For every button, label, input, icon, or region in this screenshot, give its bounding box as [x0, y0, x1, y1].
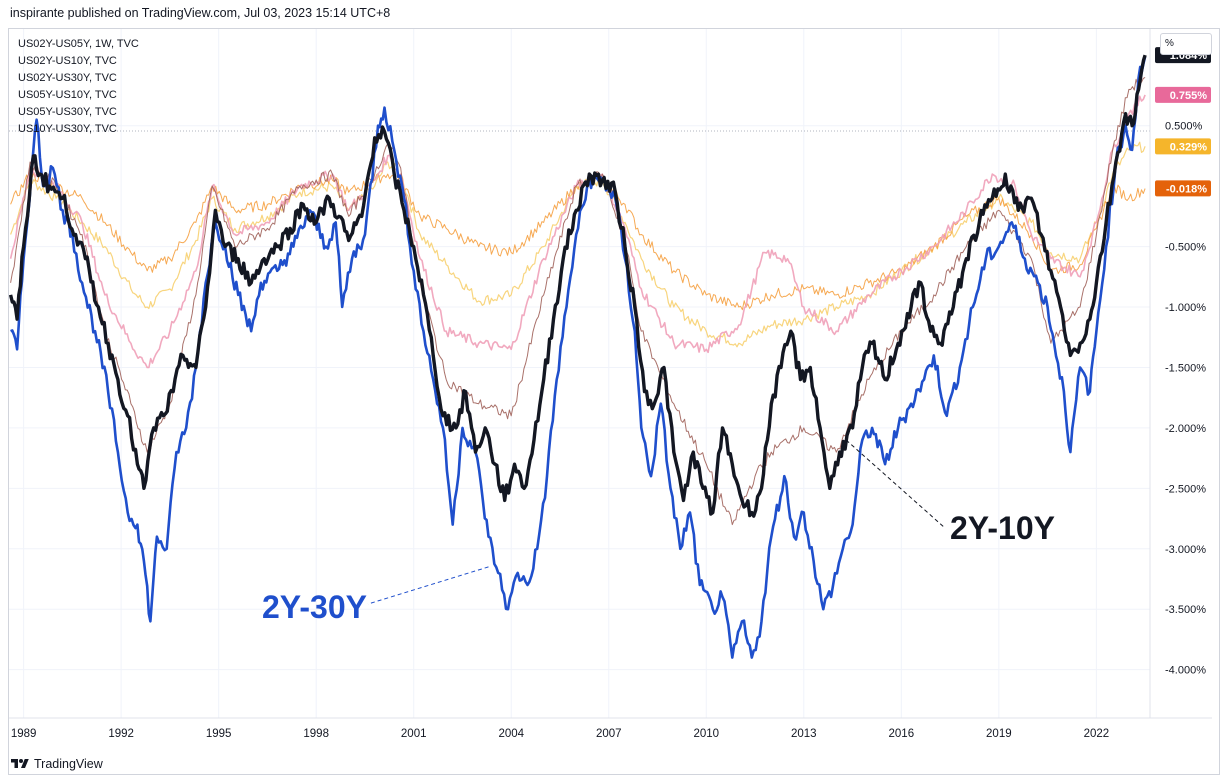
y-tick-label: -4.000%	[1165, 665, 1206, 677]
percent-scale-button[interactable]: %	[1160, 33, 1212, 55]
y-tick-label: 0.500%	[1165, 121, 1203, 133]
x-tick-label: 1989	[11, 728, 37, 740]
tradingview-logo-icon	[11, 759, 29, 768]
chart-frame	[8, 28, 1220, 775]
annotation-leader-2y10y	[845, 439, 946, 529]
series-line-black	[8, 54, 1147, 518]
y-tick-label: -3.500%	[1165, 604, 1206, 616]
series-line-pink	[9, 94, 1146, 369]
x-tick-label: 2001	[401, 728, 427, 740]
x-tick-label: 1992	[108, 728, 134, 740]
last-value-badge	[1155, 138, 1211, 155]
y-tick-label: -1.000%	[1165, 302, 1206, 314]
y-tick-label: -3.000%	[1165, 544, 1206, 556]
y-tick-label: -1.500%	[1165, 362, 1206, 374]
legend-item[interactable]: US10Y-US30Y, TVC	[18, 123, 117, 135]
legend-item[interactable]: US02Y-US10Y, TVC	[18, 55, 117, 67]
last-value-badge	[1155, 180, 1211, 197]
series-line-yellow	[10, 141, 1146, 348]
x-tick-label: 2022	[1084, 728, 1110, 740]
x-tick-label: 2010	[693, 728, 719, 740]
last-value-label: 0.329%	[1170, 141, 1208, 153]
legend-item[interactable]: US02Y-US05Y, 1W, TVC	[18, 38, 139, 50]
legend-item[interactable]: US05Y-US10Y, TVC	[18, 89, 117, 101]
last-value-label: 0.755%	[1170, 90, 1208, 102]
footer: TradingView	[10, 757, 103, 771]
x-tick-label: 1998	[303, 728, 329, 740]
y-tick-label: -2.500%	[1165, 483, 1206, 495]
x-tick-label: 2007	[596, 728, 622, 740]
x-tick-label: 2019	[986, 728, 1012, 740]
last-value-badge	[1155, 86, 1211, 103]
publisher-header: inspirante published on TradingView.com,…	[10, 6, 391, 20]
series-line-brown	[10, 76, 1146, 526]
legend-item[interactable]: US05Y-US30Y, TVC	[18, 106, 117, 118]
x-tick-label: 2004	[498, 728, 524, 740]
footer-brand: TradingView	[34, 757, 103, 771]
x-tick-label: 2013	[791, 728, 817, 740]
annotation-2y10y: 2Y-10Y	[950, 510, 1055, 546]
y-tick-label: -0.500%	[1165, 242, 1206, 254]
legend: US02Y-US05Y, 1W, TVC US02Y-US10Y, TVC US…	[18, 36, 139, 138]
last-value-label: -0.018%	[1166, 183, 1207, 195]
y-tick-label: -2.000%	[1165, 423, 1206, 435]
annotation-2y30y: 2Y-30Y	[262, 589, 367, 625]
legend-item[interactable]: US02Y-US30Y, TVC	[18, 72, 117, 84]
x-tick-label: 2016	[889, 728, 915, 740]
annotation-leader-2y30y	[367, 566, 489, 605]
x-tick-label: 1995	[206, 728, 232, 740]
